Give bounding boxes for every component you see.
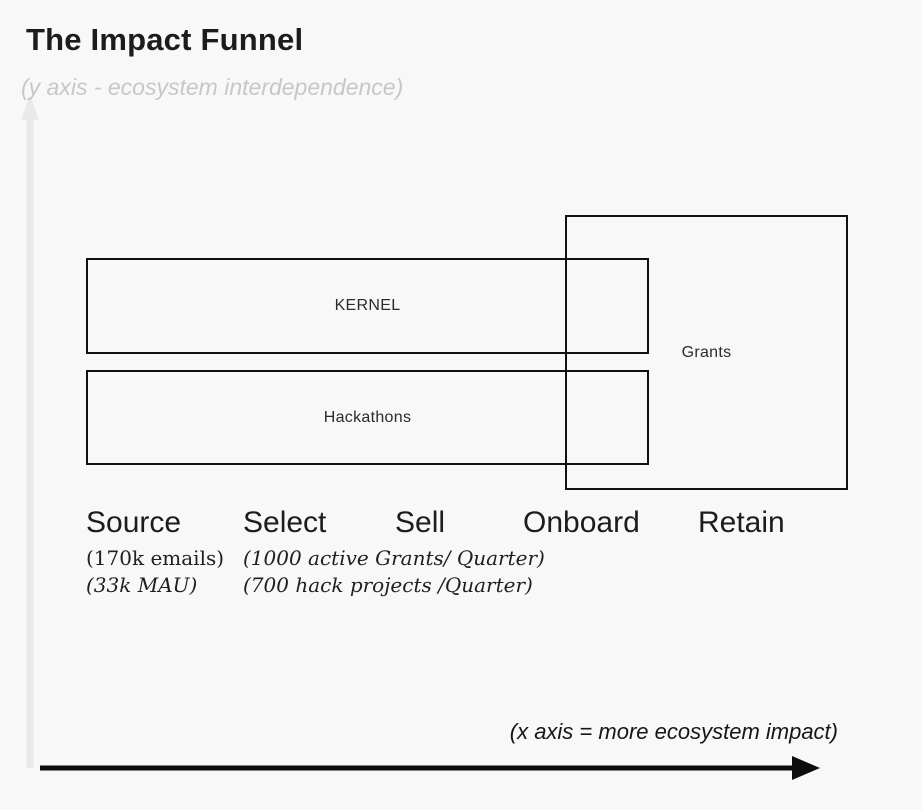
y-axis-label: (y axis - ecosystem interdependence) [21, 74, 404, 100]
metric-mau: (33k MAU) [86, 573, 198, 597]
select-metrics: (1000 active Grants/ Quarter) (700 hack … [243, 545, 545, 599]
x-axis-arrow-icon [40, 756, 820, 780]
kernel-box: KERNEL [86, 258, 649, 354]
metric-hack-projects: (700 hack projects /Quarter) [243, 573, 533, 597]
grants-box-label: Grants [681, 343, 732, 361]
stage-label-retain: Retain [698, 506, 785, 539]
source-metrics: (170k emails) (33k MAU) [86, 545, 224, 599]
hackathons-box-label: Hackathons [323, 408, 412, 426]
kernel-box-label: KERNEL [334, 297, 401, 314]
hackathons-box: Hackathons [86, 370, 649, 465]
stage-label-source: Source [86, 506, 182, 539]
x-axis-label: (x axis = more ecosystem impact) [509, 719, 838, 744]
page-title: The Impact Funnel [26, 22, 304, 57]
y-axis-arrow-icon [21, 95, 39, 768]
stage-label-select: Select [243, 506, 327, 539]
metric-emails: (170k emails) [86, 546, 225, 570]
metric-grants: (1000 active Grants/ Quarter) [243, 546, 545, 570]
grants-box: Grants [565, 215, 848, 490]
stage-label-sell: Sell [395, 506, 446, 539]
stage-label-onboard: Onboard [523, 506, 640, 539]
